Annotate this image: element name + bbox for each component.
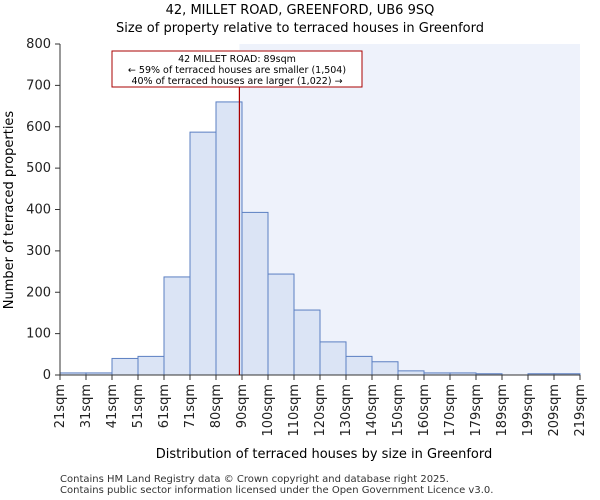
x-tick-label: 100sqm: [261, 384, 276, 437]
y-tick-label: 500: [26, 161, 51, 176]
x-tick-label: 130sqm: [339, 384, 354, 437]
x-tick-label: 21sqm: [53, 384, 68, 428]
y-tick-label: 0: [43, 368, 51, 383]
y-tick-label: 200: [26, 285, 51, 300]
footer-line-2: Contains public sector information licen…: [60, 485, 494, 496]
bar-90sqm: [241, 211, 269, 376]
x-tick-label: 150sqm: [391, 384, 406, 437]
chart: 42, MILLET ROAD, GREENFORD, UB6 9SQ Size…: [2, 3, 588, 462]
x-tick-label: 219sqm: [573, 384, 588, 437]
bar-61sqm: [163, 276, 191, 376]
x-tick-label: 61sqm: [157, 384, 172, 428]
x-tick-label: 51sqm: [131, 384, 146, 428]
x-tick-label: 120sqm: [313, 384, 328, 437]
x-tick-label: 209sqm: [547, 384, 562, 437]
y-tick-label: 400: [26, 203, 51, 218]
bar-80sqm: [215, 101, 243, 376]
footer: Contains HM Land Registry data © Crown c…: [60, 474, 493, 496]
x-tick-label: 170sqm: [443, 384, 458, 437]
y-tick-label: 100: [26, 327, 51, 342]
bar-140sqm: [371, 361, 399, 376]
bar-120sqm: [319, 341, 347, 376]
x-tick-label: 90sqm: [235, 384, 250, 428]
annotation-line-3: 40% of terraced houses are larger (1,022…: [131, 76, 342, 87]
plot-area: 0 100 200 300 400 500 600 700 800 21sqm 31sqm 41sqm…: [26, 37, 588, 437]
x-tick-label: 71sqm: [183, 384, 198, 428]
y-tick-label: 300: [26, 244, 51, 259]
x-tick-label: 31sqm: [79, 384, 94, 428]
x-tick-label: 179sqm: [469, 384, 484, 437]
x-tick-label: 80sqm: [209, 384, 224, 428]
bar-100sqm: [267, 273, 295, 376]
bar-150sqm: [397, 370, 425, 376]
bar-110sqm: [293, 309, 321, 376]
chart-subtitle: Size of property relative to terraced ho…: [116, 21, 484, 36]
chart-title: 42, MILLET ROAD, GREENFORD, UB6 9SQ: [166, 3, 435, 18]
x-axis-label: Distribution of terraced houses by size …: [156, 447, 492, 462]
bar-130sqm: [345, 355, 373, 376]
y-axis-label: Number of terraced properties: [2, 111, 17, 310]
bar-51sqm: [137, 355, 165, 376]
y-tick-label: 600: [26, 120, 51, 135]
x-tick-label: 110sqm: [287, 384, 302, 437]
bar-71sqm: [189, 131, 217, 376]
x-tick-label: 160sqm: [417, 384, 432, 437]
x-tick-label: 199sqm: [521, 384, 536, 437]
x-tick-label: 189sqm: [495, 384, 510, 437]
y-tick-label: 800: [26, 37, 51, 52]
y-tick-label: 700: [26, 78, 51, 93]
x-tick-label: 140sqm: [365, 384, 380, 437]
annotation-box: [111, 50, 363, 88]
footer-line-1: Contains HM Land Registry data © Crown c…: [60, 474, 449, 485]
bar-41sqm: [111, 357, 139, 376]
annotation-line-1: 42 MILLET ROAD: 89sqm: [178, 54, 296, 65]
annotation-line-2: ← 59% of terraced houses are smaller (1,…: [128, 65, 346, 76]
x-tick-label: 41sqm: [105, 384, 120, 428]
